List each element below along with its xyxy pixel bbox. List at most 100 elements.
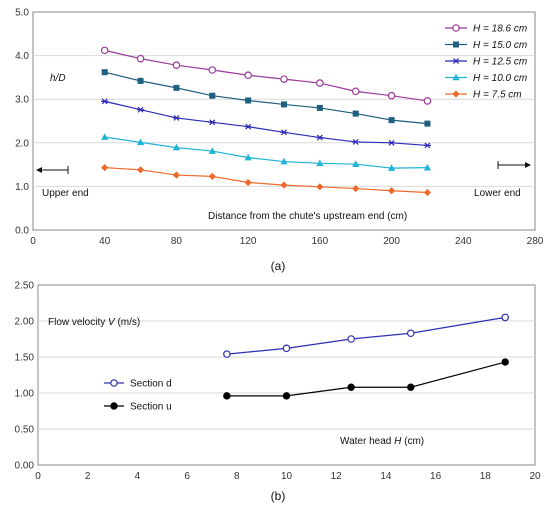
a-data-point xyxy=(245,97,252,104)
a-data-point xyxy=(280,129,288,136)
chart-a-panel-label: (a) xyxy=(271,259,286,273)
a-legend-label-rest: = 12.5 cm xyxy=(480,57,527,68)
a-data-point xyxy=(136,138,145,146)
chart-b-x-label-unit: (cm) xyxy=(401,436,424,447)
a-data-point xyxy=(244,153,252,161)
b-y-tick-label: 2.50 xyxy=(15,281,35,292)
a-data-point xyxy=(423,163,432,171)
b-y-tick-label: 0.00 xyxy=(15,461,35,472)
a-data-point xyxy=(209,92,216,99)
b-data-point xyxy=(501,313,509,322)
a-data-point xyxy=(424,120,431,127)
a-x-tick-label: 80 xyxy=(171,236,183,247)
a-data-point xyxy=(352,138,360,145)
a-legend-marker xyxy=(452,90,460,98)
b-series-line xyxy=(226,361,506,397)
b-data-point xyxy=(223,392,231,400)
a-data-point xyxy=(423,142,432,149)
chart-a-y-label: h/D xyxy=(50,73,66,84)
chart-b-x-label-prefix: Water head xyxy=(340,436,394,447)
b-data-point xyxy=(347,383,355,391)
upper-end-annotation: Upper end xyxy=(36,166,89,199)
chart-a-legend: H = 18.6 cmH = 15.0 cmH = 12.5 cmH = 10.… xyxy=(445,24,527,101)
a-y-tick-label: 4.0 xyxy=(15,51,29,62)
b-legend-label: Section d xyxy=(130,379,172,390)
a-series-line xyxy=(104,136,428,169)
a-data-point xyxy=(101,164,109,172)
chart-b-y-label-prefix: Flow velocity xyxy=(48,317,108,328)
chart-a-grid xyxy=(33,55,535,187)
chart-a-x-ticks: 0 40 80 120 160 200 240 280 xyxy=(30,236,544,247)
a-data-point xyxy=(136,54,145,63)
a-legend-label-var: H xyxy=(473,57,481,68)
b-legend-label: Section u xyxy=(130,402,172,413)
a-series-line xyxy=(104,49,428,102)
a-data-point xyxy=(388,117,395,124)
b-data-point xyxy=(407,383,415,391)
b-y-tick-label: 1.00 xyxy=(15,389,35,400)
a-x-tick-label: 200 xyxy=(383,236,400,247)
chart-a-y-ticks: 0.0 1.0 2.0 3.0 4.0 5.0 xyxy=(15,8,29,237)
a-data-point xyxy=(387,139,396,146)
a-x-tick-label: 40 xyxy=(99,236,111,247)
a-data-point xyxy=(280,75,288,83)
a-legend-label-rest: = 15.0 cm xyxy=(480,40,527,51)
a-data-point xyxy=(387,164,396,171)
a-legend-marker xyxy=(453,41,459,48)
a-data-point xyxy=(352,160,360,167)
a-y-tick-label: 5.0 xyxy=(15,8,29,19)
a-data-point xyxy=(352,110,359,117)
a-legend-label-var: H xyxy=(473,24,481,35)
a-data-point xyxy=(172,61,181,69)
b-x-tick-label: 12 xyxy=(331,471,343,482)
lower-end-annotation: Lower end xyxy=(474,161,531,199)
a-legend-marker xyxy=(452,73,460,81)
chart-a-plot-border xyxy=(32,11,536,231)
b-x-tick-label: 2 xyxy=(85,471,91,482)
chart-b-y-label: Flow velocity V (m/s) xyxy=(48,317,140,328)
a-series-line xyxy=(104,167,428,194)
b-x-tick-label: 8 xyxy=(234,471,240,482)
upper-end-arrow-head xyxy=(36,167,42,173)
a-data-point xyxy=(136,106,145,113)
a-data-point xyxy=(136,166,145,174)
a-data-point xyxy=(100,46,109,55)
a-data-point xyxy=(208,172,216,180)
a-series-line xyxy=(104,71,428,125)
a-data-point xyxy=(316,79,324,87)
a-data-point xyxy=(101,69,108,76)
a-data-point xyxy=(352,184,360,193)
a-legend-label-var: H xyxy=(473,73,481,84)
a-legend-label: H = 12.5 cm xyxy=(473,57,527,68)
b-series-line xyxy=(226,316,506,355)
chart-b-y-label-unit: (m/s) xyxy=(115,317,141,328)
a-data-point xyxy=(244,71,252,80)
a-data-point xyxy=(423,97,432,105)
a-data-point xyxy=(351,87,360,96)
a-legend-label: H = 18.6 cm xyxy=(473,24,527,35)
b-legend-marker xyxy=(110,379,118,387)
b-x-tick-label: 6 xyxy=(184,471,190,482)
a-data-point xyxy=(173,84,180,91)
chart-b-x-label-var: H xyxy=(394,436,402,447)
a-legend-label-rest: = 10.0 cm xyxy=(480,73,527,84)
a-series-line xyxy=(104,100,428,147)
a-data-point xyxy=(244,178,252,187)
a-legend-label-rest: = 7.5 cm xyxy=(480,90,521,101)
b-data-point xyxy=(501,358,509,366)
b-x-tick-label: 14 xyxy=(380,471,392,482)
chart-b: 0.00 0.50 1.00 1.50 2.00 2.50 0 2 4 6 8 10 12 14 16 18… xyxy=(15,281,541,504)
lower-end-label: Lower end xyxy=(474,188,521,199)
chart-b-x-ticks: 0 2 4 6 8 10 12 14 16 18 20 xyxy=(35,471,541,482)
a-data-point xyxy=(101,133,109,140)
a-data-point xyxy=(172,171,181,179)
a-data-point xyxy=(387,187,396,195)
a-legend-label: H = 7.5 cm xyxy=(473,90,522,101)
a-y-tick-label: 3.0 xyxy=(15,95,29,106)
b-y-tick-label: 1.50 xyxy=(15,353,35,364)
a-x-tick-label: 240 xyxy=(455,236,472,247)
a-data-point xyxy=(281,101,287,108)
chart-b-legend: Section d Section u xyxy=(104,379,172,413)
a-x-tick-label: 0 xyxy=(30,236,36,247)
